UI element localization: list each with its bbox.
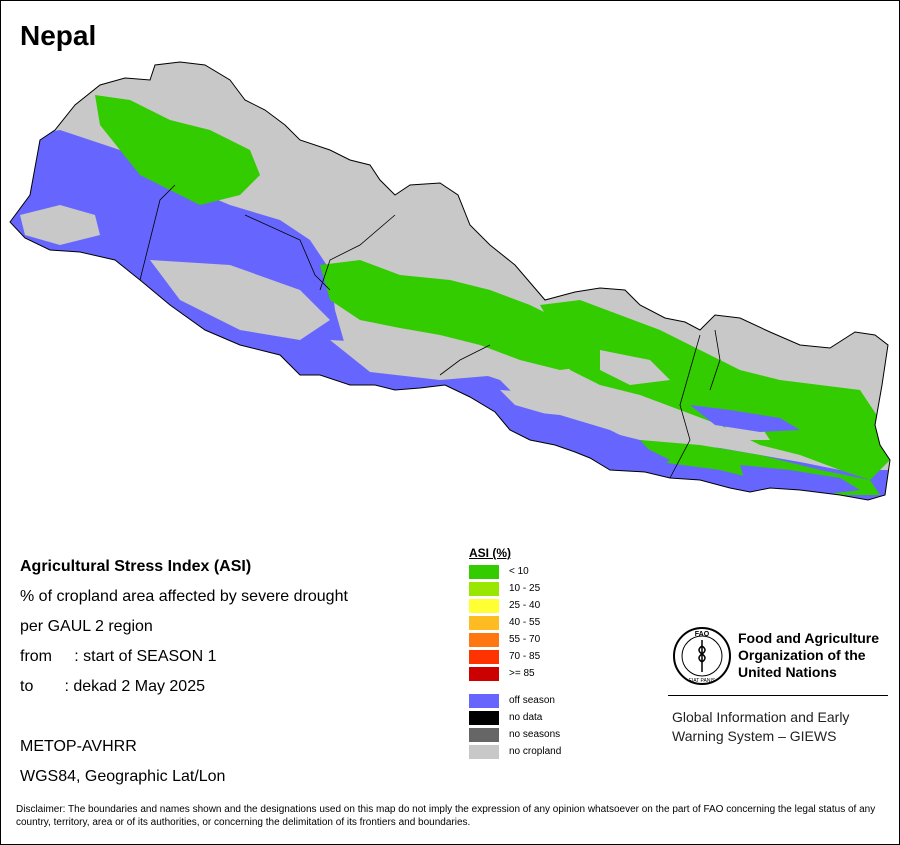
- no-cropland-patch-4: [500, 390, 640, 425]
- legend-label: 40 - 55: [509, 617, 541, 628]
- legend-title: ASI (%): [469, 546, 511, 560]
- index-title: Agricultural Stress Index (ASI): [20, 558, 252, 575]
- no-cropland-patch-3: [330, 340, 500, 380]
- legend-swatch: [469, 564, 499, 579]
- legend-item: no cropland: [469, 743, 561, 760]
- legend-label: off season: [509, 695, 555, 706]
- svg-text:FAO: FAO: [695, 631, 710, 638]
- asi-low-area-east: [540, 300, 890, 480]
- fao-name: Food and Agriculture Organization of the…: [738, 630, 898, 681]
- nepal-map: [9, 61, 891, 501]
- legend-swatch: [469, 649, 499, 664]
- off-season-strip-east-hills: [690, 405, 800, 432]
- legend: ASI (%) < 10 10 - 25 25 - 40 40 - 55 55 …: [469, 546, 561, 760]
- fao-name-line-2: Organization of the: [738, 647, 866, 663]
- legend-label: no cropland: [509, 746, 562, 757]
- sensor-label: METOP-AVHRR: [20, 738, 137, 755]
- divider: [668, 695, 888, 696]
- no-cropland-patch-5: [600, 350, 670, 385]
- legend-swatch: [469, 615, 499, 630]
- info-line-1: % of cropland area affected by severe dr…: [20, 588, 348, 605]
- legend-label: < 10: [509, 566, 529, 577]
- legend-label: 70 - 85: [509, 651, 541, 662]
- legend-swatch: [469, 581, 499, 596]
- projection-label: WGS84, Geographic Lat/Lon: [20, 768, 226, 785]
- info-line-2: per GAUL 2 region: [20, 618, 153, 635]
- off-season-area-east: [510, 410, 670, 475]
- province-boundaries: [139, 184, 721, 479]
- fao-name-line-1: Food and Agriculture: [738, 630, 880, 646]
- data-source-block: METOP-AVHRR WGS84, Geographic Lat/Lon: [20, 732, 225, 792]
- legend-item: off season: [469, 692, 561, 709]
- disclaimer: Disclaimer: The boundaries and names sho…: [16, 804, 876, 828]
- fao-logo-icon: FAO FIAT PANIS: [673, 627, 731, 685]
- legend-swatch: [469, 710, 499, 725]
- legend-swatch: [469, 598, 499, 613]
- legend-label: 25 - 40: [509, 600, 541, 611]
- legend-label: >= 85: [509, 668, 535, 679]
- fao-name-line-3: United Nations: [738, 664, 837, 680]
- legend-item: 10 - 25: [469, 580, 561, 597]
- legend-label: 55 - 70: [509, 634, 541, 645]
- legend-label: no data: [509, 712, 543, 723]
- legend-swatch: [469, 666, 499, 681]
- legend-item: 55 - 70: [469, 631, 561, 648]
- legend-item: < 10: [469, 563, 561, 580]
- asi-low-area-west-hills: [95, 95, 260, 205]
- legend-item: >= 85: [469, 665, 561, 682]
- legend-item: no data: [469, 709, 561, 726]
- giews-line-1: Global Information and Early: [672, 709, 850, 725]
- legend-item: 70 - 85: [469, 648, 561, 665]
- period-to: to : dekad 2 May 2025: [20, 678, 205, 695]
- period-from: from : start of SEASON 1: [20, 648, 217, 665]
- legend-swatch: [469, 632, 499, 647]
- no-cropland-patch-1: [20, 205, 100, 245]
- legend-item: no seasons: [469, 726, 561, 743]
- no-cropland-patch-2: [150, 260, 330, 340]
- legend-label: 10 - 25: [509, 583, 541, 594]
- legend-swatch: [469, 727, 499, 742]
- map-info-block: Agricultural Stress Index (ASI) % of cro…: [20, 552, 348, 702]
- legend-item: 25 - 40: [469, 597, 561, 614]
- legend-swatch: [469, 744, 499, 759]
- giews-line-2: Warning System – GIEWS: [672, 728, 837, 744]
- legend-swatch: [469, 693, 499, 708]
- svg-text:FIAT PANIS: FIAT PANIS: [689, 678, 716, 684]
- legend-item: 40 - 55: [469, 614, 561, 631]
- giews-label: Global Information and Early Warning Sys…: [672, 708, 892, 746]
- asi-low-area-center: [320, 260, 620, 370]
- country-title: Nepal: [20, 20, 97, 51]
- legend-label: no seasons: [509, 729, 561, 740]
